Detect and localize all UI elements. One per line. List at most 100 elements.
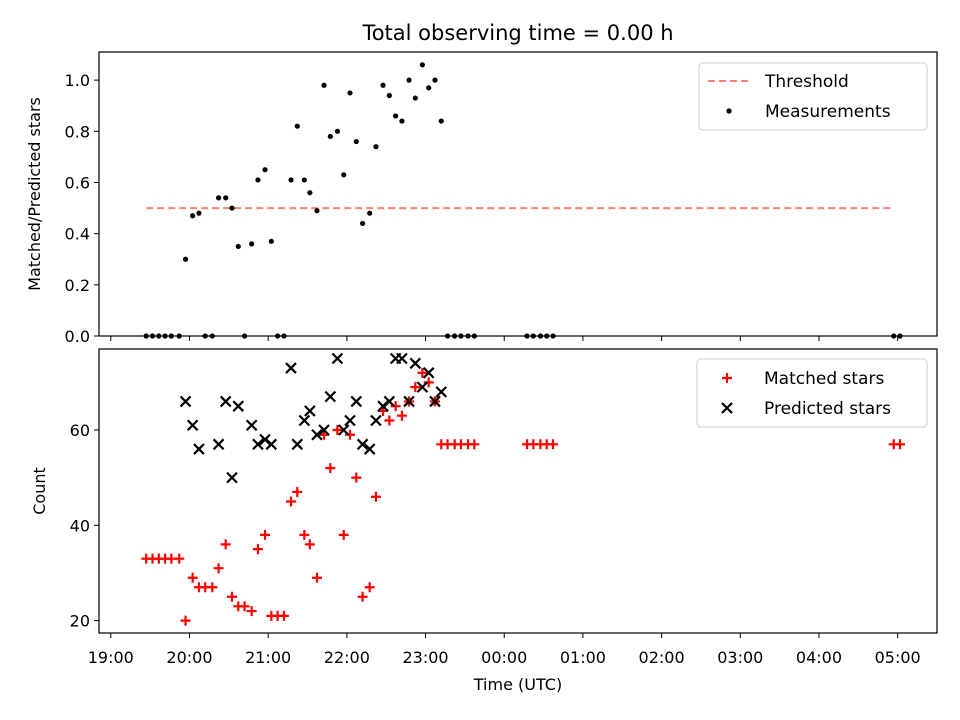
predicted-star-point (363, 443, 376, 455)
count-xtick-label: 21:00 (245, 648, 291, 667)
legend-measurements-label: Measurements (765, 102, 891, 122)
matched-star-point (174, 553, 185, 564)
count-xtick-label: 00:00 (481, 648, 527, 667)
matched-star-point (311, 572, 322, 583)
legend-matched-label: Matched stars (764, 369, 884, 389)
count-ytick-label: 40 (70, 516, 90, 535)
measurement-point (327, 133, 333, 140)
predicted-star-point (350, 395, 363, 408)
matched-star-point (278, 610, 289, 621)
matched-star-point (351, 472, 362, 483)
measurement-point (262, 167, 268, 173)
measurement-point (406, 77, 412, 83)
predicted-star-point (422, 367, 435, 379)
matched-star-point (357, 591, 368, 602)
measurement-point (334, 128, 341, 134)
predicted-star-point (337, 424, 350, 436)
ratio-ylabel: Matched/Predicted stars (25, 97, 44, 291)
matched-star-point (299, 529, 310, 540)
matched-star-point (285, 496, 296, 507)
predicted-star-point (356, 438, 369, 451)
measurement-point (386, 92, 392, 99)
measurement-point (353, 138, 359, 145)
predicted-star-point (324, 390, 337, 403)
predicted-star-point (265, 438, 278, 451)
measurement-point (367, 210, 373, 216)
ratio-ytick-label: 0.6 (65, 173, 90, 192)
predicted-star-point (318, 424, 330, 436)
matched-star-point (345, 429, 356, 440)
measurement-point (288, 177, 294, 183)
matched-star-point (895, 439, 906, 450)
predicted-star-point (403, 395, 415, 408)
predicted-star-point (370, 414, 382, 427)
count-xtick-label: 20:00 (166, 648, 212, 667)
measurement-point (249, 241, 255, 247)
predicted-star-point (245, 419, 258, 432)
matched-star-point (384, 415, 395, 426)
matched-star-point (180, 615, 191, 626)
measurement-point (216, 195, 222, 201)
matched-star-point (304, 539, 315, 550)
predicted-star-point (409, 357, 422, 370)
ratio-panel-frame (98, 51, 938, 337)
measurement-point (182, 256, 189, 262)
count-xtick-label: 22:00 (324, 648, 370, 667)
measurement-point (321, 82, 327, 88)
matched-star-point (396, 410, 407, 421)
legend-matched-swatch (722, 373, 732, 383)
predicted-star-point (435, 386, 448, 398)
matched-star-point (207, 582, 218, 593)
predicted-star-point (344, 414, 356, 427)
predicted-star-point (226, 471, 238, 484)
ratio-ytick-label: 0.0 (65, 327, 90, 346)
matched-star-point (370, 491, 381, 502)
predicted-star-point (311, 428, 323, 441)
measurement-point (307, 190, 313, 196)
count-xtick-label: 04:00 (796, 648, 842, 667)
matched-star-point (410, 382, 421, 393)
predicted-star-point (331, 352, 344, 365)
measurement-point (393, 113, 399, 119)
count-xtick-label: 19:00 (88, 648, 134, 667)
measurement-point (190, 213, 196, 219)
measurement-point (314, 208, 320, 214)
predicted-star-point (416, 381, 429, 393)
count-xtick-label: 05:00 (875, 648, 921, 667)
predicted-star-point (186, 419, 199, 432)
figure-title: Total observing time = 0.00 h (361, 21, 673, 45)
measurement-point (426, 85, 432, 91)
count-xlabel: Time (UTC) (473, 675, 562, 694)
matched-star-point (325, 463, 336, 474)
measurement-point (347, 90, 353, 96)
measurement-point (373, 144, 379, 150)
matched-star-point (548, 439, 559, 450)
predicted-star-point (285, 362, 297, 374)
count-panel-frame (98, 348, 938, 634)
ratio-ytick-label: 0.8 (65, 122, 90, 141)
ratio-legend (698, 62, 928, 131)
matched-star-point (469, 439, 480, 450)
matched-star-point (260, 529, 271, 540)
measurement-point (341, 172, 347, 178)
predicted-star-point (252, 438, 264, 451)
measurement-point (412, 95, 418, 101)
ratio-ytick-label: 0.2 (65, 276, 90, 295)
matched-star-point (187, 572, 198, 583)
ratio-ytick-label: 0.4 (65, 225, 90, 244)
measurement-point (419, 62, 425, 68)
measurement-point (380, 82, 386, 88)
measurement-point (359, 220, 366, 227)
matched-star-point (246, 606, 257, 617)
count-xtick-label: 01:00 (560, 648, 606, 667)
count-xtick-label: 03:00 (717, 648, 763, 667)
matched-star-point (417, 367, 428, 378)
matched-star-point (213, 563, 224, 574)
matched-star-point (423, 377, 434, 388)
count-ylabel: Count (30, 467, 49, 515)
predicted-star-point (298, 414, 311, 427)
count-panel: 20 40 60 19:00 20:00 21:00 22:00 23:00 00:00 01:0… (30, 348, 938, 694)
predicted-star-point (429, 395, 441, 408)
predicted-star-point (291, 438, 304, 451)
predicted-star-point (219, 395, 232, 408)
